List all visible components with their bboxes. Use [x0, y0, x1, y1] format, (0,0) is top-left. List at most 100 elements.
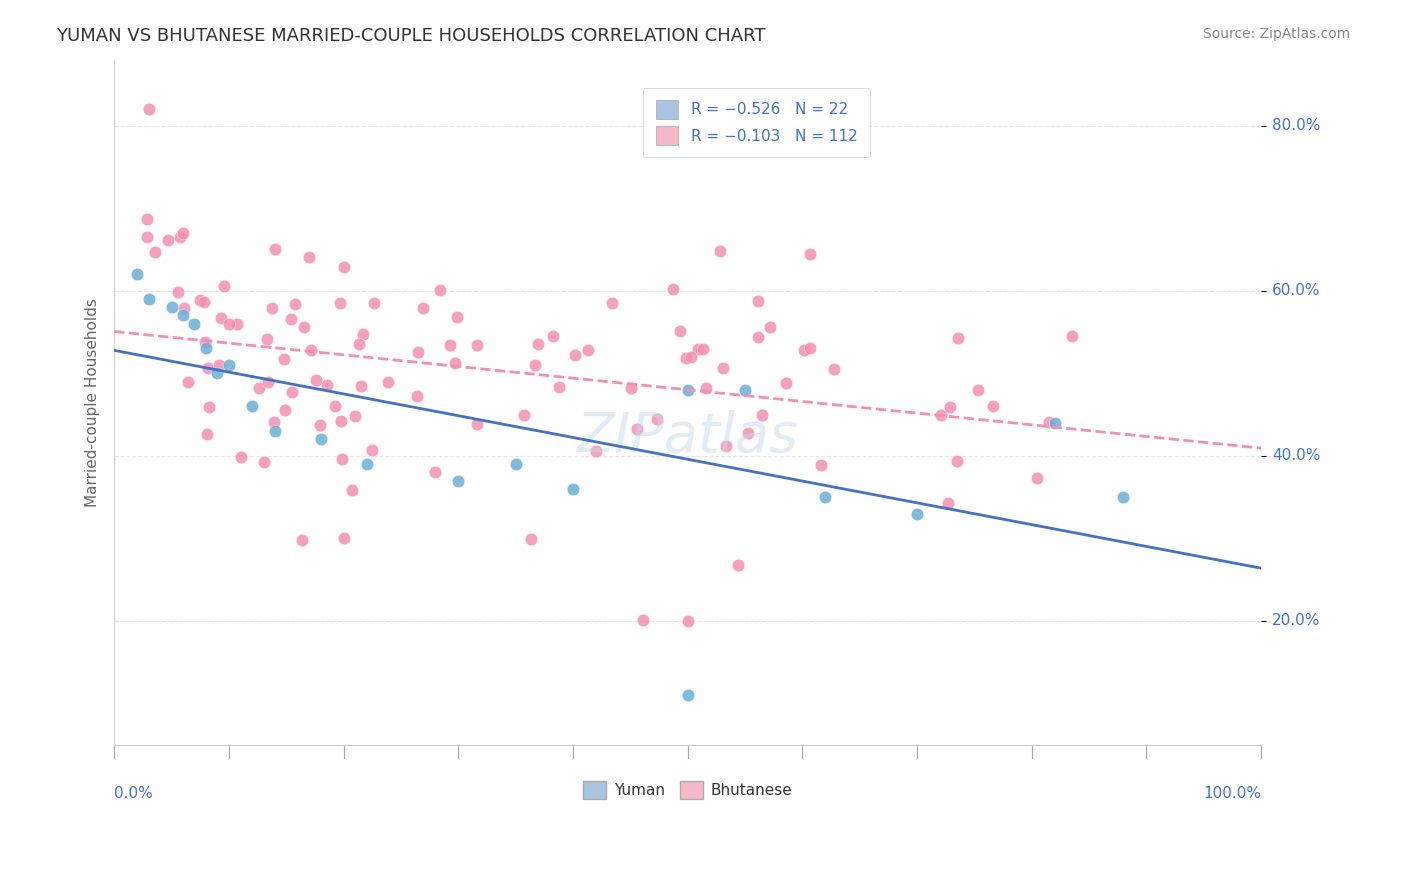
- Legend: Yuman, Bhutanese: Yuman, Bhutanese: [576, 774, 799, 805]
- Point: [299, 343, 322, 358]
- Point: [675, 351, 697, 365]
- Point: [576, 343, 599, 357]
- Point: [676, 383, 699, 397]
- Point: [799, 342, 821, 356]
- Text: 80.0%: 80.0%: [1272, 118, 1320, 133]
- Point: [231, 450, 253, 464]
- Point: [247, 381, 270, 395]
- Point: [135, 211, 157, 226]
- Point: [631, 613, 654, 627]
- Point: [714, 438, 737, 452]
- Point: [263, 243, 285, 257]
- Point: [135, 230, 157, 244]
- Point: [692, 343, 714, 357]
- Point: [406, 345, 429, 359]
- Point: [332, 531, 354, 545]
- Point: [425, 465, 447, 479]
- Point: [661, 282, 683, 296]
- Point: [253, 455, 276, 469]
- Point: [342, 483, 364, 498]
- Point: [513, 408, 536, 422]
- Point: [620, 381, 643, 395]
- Point: [758, 319, 780, 334]
- Point: [263, 415, 285, 429]
- Point: [308, 417, 330, 432]
- Point: [218, 317, 240, 331]
- Point: [218, 358, 240, 372]
- Point: [263, 424, 285, 438]
- Point: [562, 482, 585, 496]
- Point: [363, 295, 385, 310]
- Point: [330, 451, 353, 466]
- Point: [823, 362, 845, 376]
- Point: [343, 409, 366, 424]
- Point: [520, 532, 543, 546]
- Point: [329, 295, 352, 310]
- Text: 40.0%: 40.0%: [1272, 449, 1320, 463]
- Point: [814, 490, 837, 504]
- Point: [138, 102, 160, 116]
- Point: [156, 233, 179, 247]
- Point: [167, 285, 190, 300]
- Point: [686, 342, 709, 356]
- Point: [429, 283, 451, 297]
- Point: [600, 296, 623, 310]
- Point: [799, 246, 821, 260]
- Point: [939, 400, 962, 414]
- Point: [443, 356, 465, 370]
- Point: [284, 297, 307, 311]
- Point: [195, 426, 218, 441]
- Point: [292, 319, 315, 334]
- Point: [183, 317, 205, 331]
- Point: [280, 312, 302, 326]
- Point: [207, 366, 229, 380]
- Point: [412, 301, 434, 315]
- Point: [226, 317, 249, 331]
- Point: [309, 432, 332, 446]
- Point: [543, 329, 565, 343]
- Point: [1043, 416, 1066, 430]
- Point: [169, 230, 191, 244]
- Point: [315, 377, 337, 392]
- Point: [273, 352, 295, 367]
- Point: [676, 614, 699, 628]
- Point: [548, 380, 571, 394]
- Point: [679, 350, 702, 364]
- Point: [377, 375, 399, 389]
- Point: [172, 309, 194, 323]
- Point: [198, 400, 221, 414]
- Point: [1060, 329, 1083, 343]
- Point: [323, 399, 346, 413]
- Point: [1112, 490, 1135, 504]
- Point: [173, 301, 195, 315]
- Point: [645, 411, 668, 425]
- Point: [751, 409, 773, 423]
- Y-axis label: Married-couple Households: Married-couple Households: [86, 298, 100, 507]
- Point: [138, 292, 160, 306]
- Point: [406, 389, 429, 403]
- Point: [177, 375, 200, 389]
- Point: [356, 457, 378, 471]
- Point: [747, 294, 769, 309]
- Point: [1026, 471, 1049, 485]
- Point: [329, 413, 352, 427]
- Point: [361, 443, 384, 458]
- Point: [188, 293, 211, 307]
- Text: 0.0%: 0.0%: [114, 786, 153, 801]
- Text: 60.0%: 60.0%: [1272, 283, 1320, 298]
- Point: [775, 376, 797, 391]
- Point: [626, 422, 648, 436]
- Point: [1038, 415, 1060, 429]
- Point: [966, 383, 988, 397]
- Point: [695, 381, 717, 395]
- Point: [305, 373, 328, 387]
- Point: [709, 244, 731, 259]
- Text: YUMAN VS BHUTANESE MARRIED-COUPLE HOUSEHOLDS CORRELATION CHART: YUMAN VS BHUTANESE MARRIED-COUPLE HOUSEH…: [56, 27, 766, 45]
- Point: [350, 378, 373, 392]
- Point: [936, 496, 959, 510]
- Point: [981, 399, 1004, 413]
- Point: [193, 295, 215, 310]
- Point: [256, 332, 278, 346]
- Point: [298, 250, 321, 264]
- Point: [505, 457, 527, 471]
